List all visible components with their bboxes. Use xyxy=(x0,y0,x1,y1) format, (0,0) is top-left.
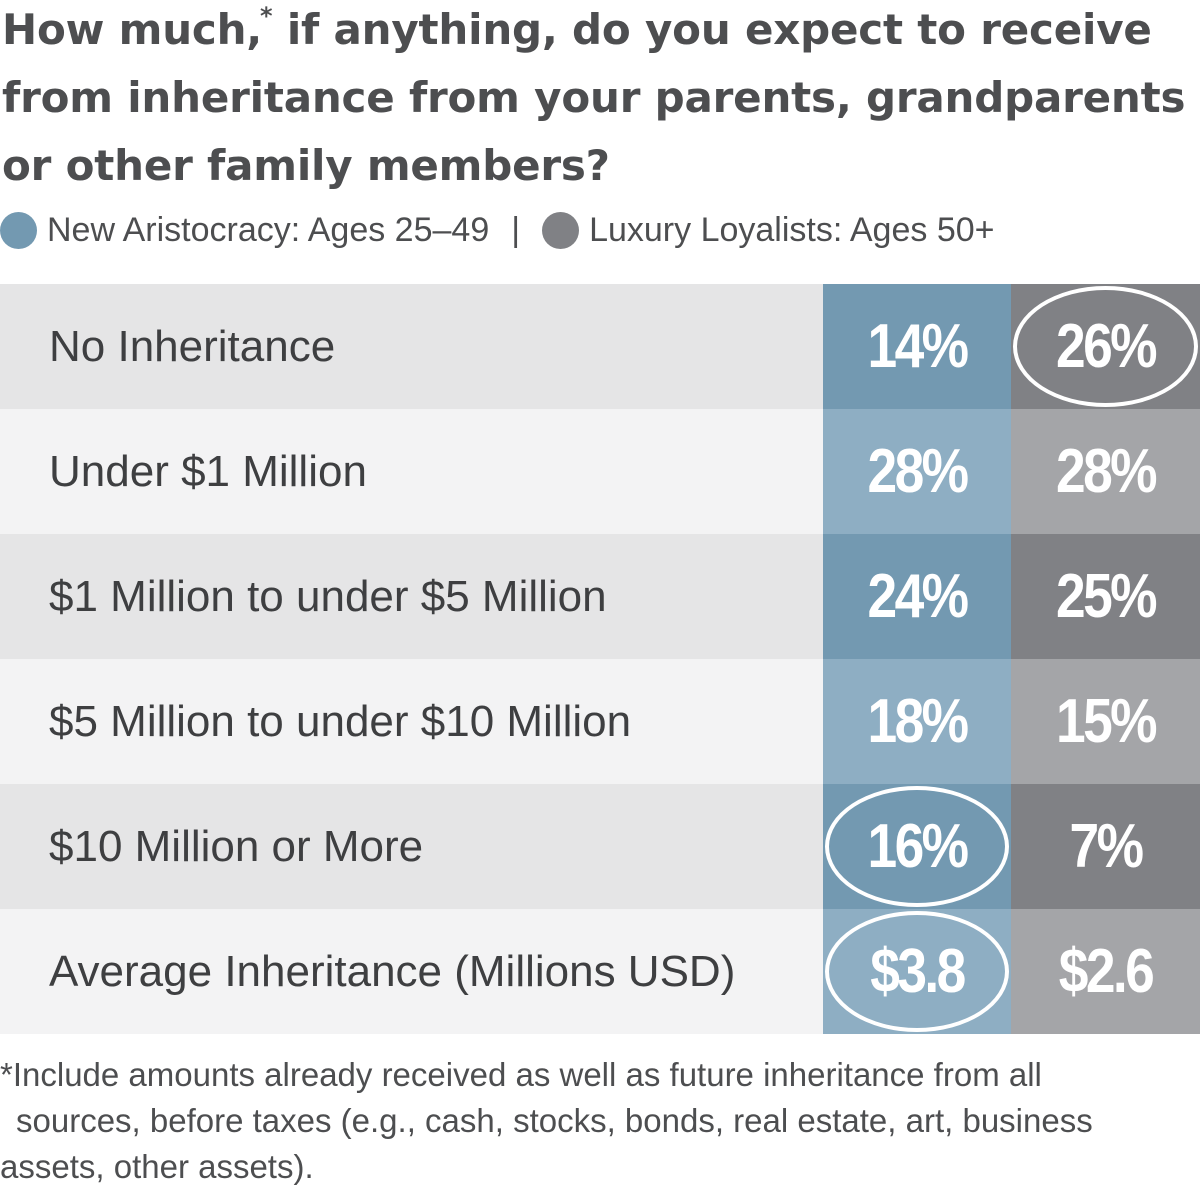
legend-label-luxury-loyalists: Luxury Loyalists: Ages 50+ xyxy=(589,210,995,249)
footnote-marker: * xyxy=(260,2,273,30)
value-label: 14% xyxy=(867,312,970,381)
value-label: 28% xyxy=(1056,437,1158,506)
footnote-line-1: *Include amounts already received as wel… xyxy=(0,1056,1042,1093)
table-row: $10 Million or More 16% 7% xyxy=(0,784,1200,909)
value-label: 28% xyxy=(867,437,970,506)
cell-luxury-loyalists: 25% xyxy=(1011,534,1200,659)
row-label: Under $1 Million xyxy=(0,409,823,534)
row-label: $10 Million or More xyxy=(0,784,823,909)
cell-luxury-loyalists: 15% xyxy=(1011,659,1200,784)
cell-luxury-loyalists: 28% xyxy=(1011,409,1200,534)
value-label: $2.6 xyxy=(1058,937,1155,1006)
row-label: $5 Million to under $10 Million xyxy=(0,659,823,784)
footnote-line-3: assets, other assets). xyxy=(0,1148,314,1185)
value-label: 7% xyxy=(1069,812,1144,881)
legend: New Aristocracy: Ages 25–49 | Luxury Loy… xyxy=(0,204,995,256)
legend-swatch-new-aristocracy xyxy=(0,211,37,249)
legend-label-new-aristocracy: New Aristocracy: Ages 25–49 xyxy=(47,210,490,249)
value-label: 15% xyxy=(1056,687,1158,756)
cell-new-aristocracy: $3.8 xyxy=(823,909,1011,1034)
value-label: 25% xyxy=(1056,562,1158,631)
data-table: No Inheritance 14% 26% Under $1 Million 28% 2… xyxy=(0,284,1200,1034)
legend-swatch-luxury-loyalists xyxy=(542,211,580,249)
cell-new-aristocracy: 18% xyxy=(823,659,1011,784)
row-label: $1 Million to under $5 Million xyxy=(0,534,823,659)
footnote-line-2: sources, before taxes (e.g., cash, stock… xyxy=(16,1102,1093,1139)
table-row: Average Inheritance (Millions USD) $3.8 $2… xyxy=(0,909,1200,1034)
row-label: No Inheritance xyxy=(0,284,823,409)
cell-new-aristocracy: 24% xyxy=(823,534,1011,659)
cell-new-aristocracy: 14% xyxy=(823,284,1011,409)
chart-title: How much,* if anything, do you expect to… xyxy=(2,2,1186,190)
cell-new-aristocracy: 16% xyxy=(823,784,1011,909)
value-label: 26% xyxy=(1056,312,1158,381)
table-row: No Inheritance 14% 26% xyxy=(0,284,1200,409)
cell-new-aristocracy: 28% xyxy=(823,409,1011,534)
value-label: $3.8 xyxy=(870,937,966,1006)
legend-separator: | xyxy=(511,210,521,249)
cell-luxury-loyalists: 7% xyxy=(1011,784,1200,909)
table-row: $1 Million to under $5 Million 24% 25% xyxy=(0,534,1200,659)
value-label: 16% xyxy=(867,812,970,881)
value-label: 24% xyxy=(867,562,970,631)
table-row: $5 Million to under $10 Million 18% 15% xyxy=(0,659,1200,784)
cell-luxury-loyalists: 26% xyxy=(1011,284,1200,409)
row-label: Average Inheritance (Millions USD) xyxy=(0,909,823,1034)
value-label: 18% xyxy=(867,687,970,756)
cell-luxury-loyalists: $2.6 xyxy=(1011,909,1200,1034)
table-row: Under $1 Million 28% 28% xyxy=(0,409,1200,534)
footnote: *Include amounts already received as wel… xyxy=(0,1052,1200,1190)
